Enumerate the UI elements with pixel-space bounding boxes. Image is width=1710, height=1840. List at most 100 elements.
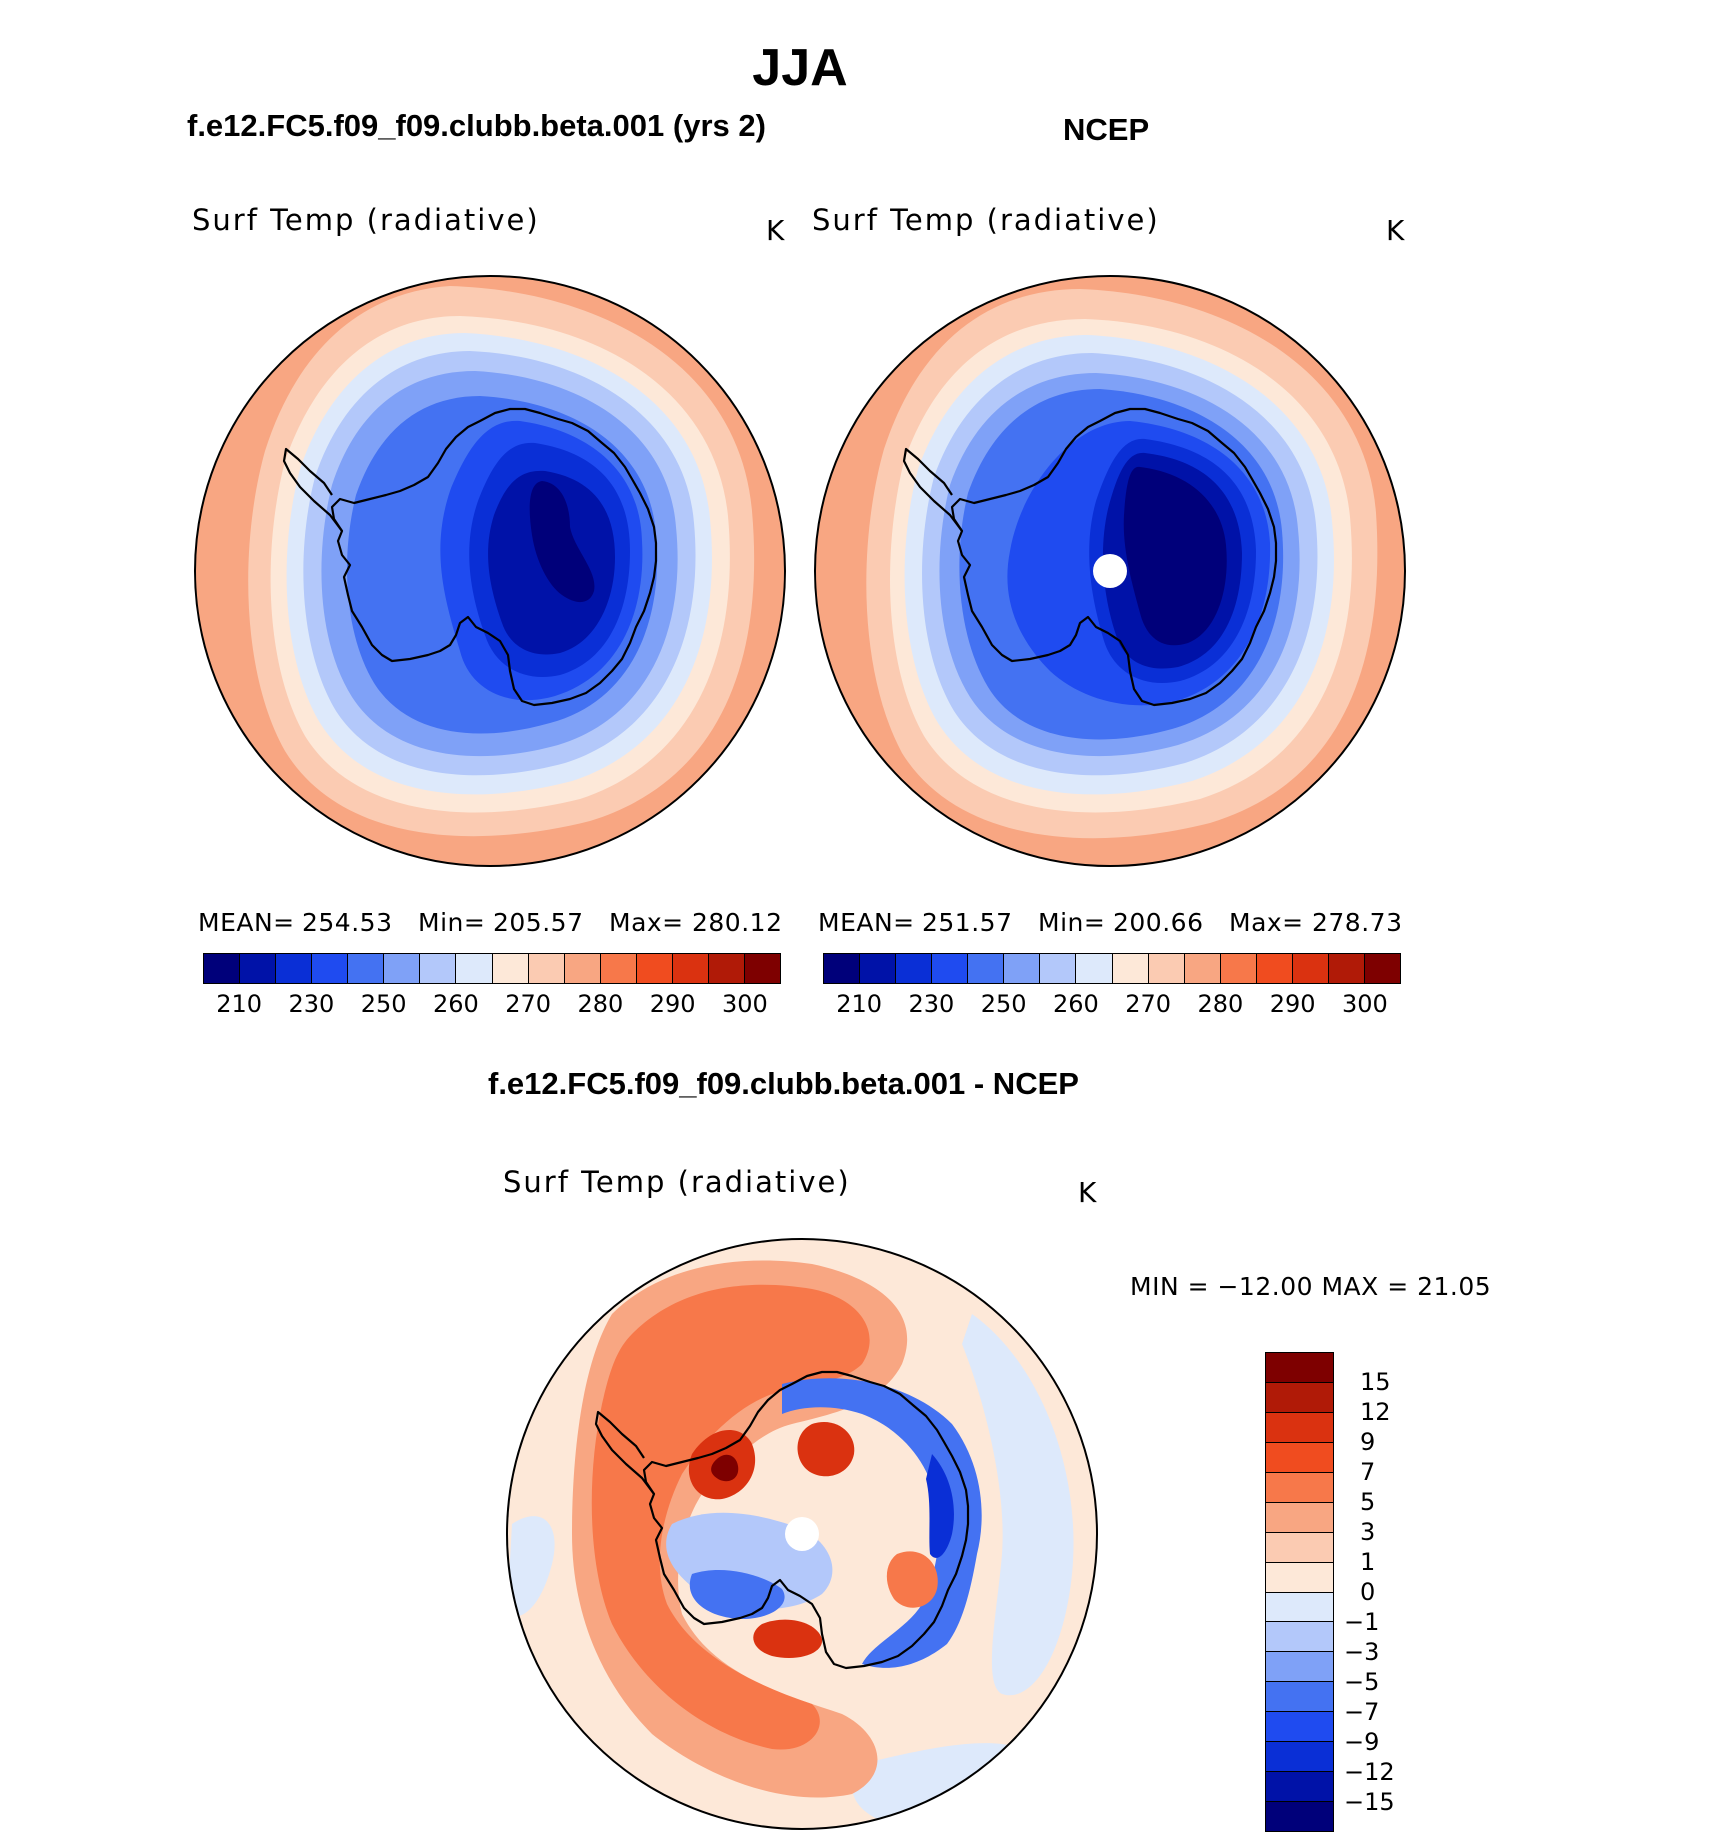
model-max-value: 280.12: [692, 908, 783, 937]
colorbar-swatch: [1266, 1472, 1333, 1503]
obs-mean-value: 251.57: [922, 908, 1013, 937]
colorbar-tick-label: −7: [1344, 1698, 1380, 1726]
cool-patch-east: [962, 1314, 1074, 1696]
colorbar-tick-label: 270: [505, 990, 552, 1018]
obs-title: NCEP: [1063, 112, 1150, 147]
colorbar-swatch: [1266, 1622, 1333, 1653]
colorbar-swatch: [1266, 1802, 1333, 1831]
colorbar-tick-label: −9: [1344, 1728, 1380, 1756]
colorbar-swatch: [1076, 954, 1113, 983]
colorbar-swatch: [1266, 1652, 1333, 1683]
colorbar-tick-label: 12: [1360, 1398, 1391, 1426]
colorbar-swatch: [1266, 1562, 1333, 1593]
obs-max-value: 278.73: [1312, 908, 1403, 937]
obs-units-label: K: [1386, 214, 1405, 247]
colorbar-tick-label: −3: [1344, 1638, 1380, 1666]
diff-minmax-text: MIN = −12.00 MAX = 21.05: [1130, 1272, 1492, 1301]
hot-blob-south: [753, 1619, 823, 1659]
colorbar-tick-label: −15: [1344, 1788, 1395, 1816]
colorbar-swatch: [896, 954, 933, 983]
colorbar-swatch: [932, 954, 969, 983]
colorbar-swatch: [456, 954, 493, 983]
model-min-label: Min=: [418, 908, 486, 937]
colorbar-tick-label: 210: [216, 990, 263, 1018]
colorbar-swatch: [1266, 1442, 1333, 1473]
colorbar-swatch: [1266, 1742, 1333, 1773]
colorbar-tick-label: 15: [1360, 1368, 1391, 1396]
difference-polar-map: [506, 1238, 1098, 1830]
colorbar-tick-label: −5: [1344, 1668, 1380, 1696]
colorbar-swatch: [1220, 954, 1257, 983]
colorbar-swatch: [968, 954, 1005, 983]
colorbar-swatch: [492, 954, 529, 983]
hottest-spot-nw: [711, 1454, 739, 1482]
colorbar-swatch: [276, 954, 313, 983]
model-colorbar-ticks: 210 230 250 260 270 280 290 300: [203, 990, 781, 1020]
colorbar-swatch: [312, 954, 349, 983]
colorbar-swatch: [708, 954, 745, 983]
colorbar-swatch: [1148, 954, 1185, 983]
colorbar-swatch: [636, 954, 673, 983]
colorbar-tick-label: 300: [721, 990, 768, 1018]
model-max-label: Max=: [609, 908, 684, 937]
colorbar-swatch: [672, 954, 709, 983]
colorbar-tick-label: 250: [360, 990, 407, 1018]
colorbar-swatch: [824, 954, 861, 983]
colorbar-swatch: [1266, 1382, 1333, 1413]
obs-min-label: Min=: [1038, 908, 1106, 937]
colorbar-tick-label: 290: [1269, 990, 1316, 1018]
antarctic-coastline: [950, 407, 1278, 707]
cold-blob-sw: [689, 1569, 785, 1619]
antarctic-coastline: [642, 1370, 970, 1670]
diff-units-label: K: [1078, 1176, 1097, 1209]
colorbar-tick-label: 280: [1197, 990, 1244, 1018]
colorbar-tick-label: 9: [1360, 1428, 1376, 1456]
antarctic-peninsula: [282, 447, 343, 532]
colorbar-swatch: [1266, 1353, 1333, 1383]
colorbar-swatch: [600, 954, 637, 983]
colorbar-swatch: [528, 954, 565, 983]
model-mean-value: 254.53: [302, 908, 393, 937]
model-min-value: 205.57: [493, 908, 584, 937]
colorbar-swatch: [348, 954, 385, 983]
cold-core-east: [926, 1454, 954, 1558]
colorbar-tick-label: 0: [1360, 1578, 1376, 1606]
model-case-title: f.e12.FC5.f09_f09.clubb.beta.001 (yrs 2): [187, 108, 766, 143]
colorbar-tick-label: 7: [1360, 1458, 1376, 1486]
diff-variable-label: Surf Temp (radiative): [503, 1165, 851, 1199]
colorbar-tick-label: 260: [1052, 990, 1099, 1018]
obs-colorbar: [823, 953, 1401, 984]
colorbar-tick-label: −12: [1344, 1758, 1395, 1786]
hot-blob-center: [797, 1422, 855, 1477]
colorbar-tick-label: 290: [649, 990, 696, 1018]
colorbar-swatch: [1266, 1712, 1333, 1743]
pole-hole: [785, 1517, 819, 1551]
colorbar-swatch: [204, 954, 241, 983]
antarctic-peninsula: [594, 1410, 655, 1495]
colorbar-swatch: [1266, 1592, 1333, 1623]
model-colorbar: [203, 953, 781, 984]
colorbar-swatch: [1004, 954, 1041, 983]
colorbar-tick-label: −1: [1344, 1608, 1380, 1636]
darkest-core: [1123, 466, 1227, 646]
obs-polar-map: [814, 275, 1406, 867]
model-units-label: K: [766, 214, 785, 247]
obs-min-value: 200.66: [1113, 908, 1204, 937]
model-variable-label: Surf Temp (radiative): [192, 203, 540, 237]
colorbar-tick-label: 210: [836, 990, 883, 1018]
antarctic-peninsula: [902, 447, 963, 532]
colorbar-swatch: [384, 954, 421, 983]
colorbar-swatch: [1266, 1532, 1333, 1563]
colorbar-tick-label: 280: [577, 990, 624, 1018]
warm-patch-right: [886, 1551, 938, 1608]
colorbar-tick-label: 230: [288, 990, 335, 1018]
colorbar-swatch: [1266, 1682, 1333, 1713]
colorbar-swatch: [1112, 954, 1149, 983]
colorbar-swatch: [1184, 954, 1221, 983]
obs-mean-label: MEAN=: [818, 908, 915, 937]
colorbar-swatch: [1266, 1502, 1333, 1533]
cool-patch-west: [507, 1516, 555, 1617]
warm-lobe-nw-strong: [591, 1284, 870, 1750]
colorbar-swatch: [860, 954, 897, 983]
colorbar-swatch: [1364, 954, 1400, 983]
